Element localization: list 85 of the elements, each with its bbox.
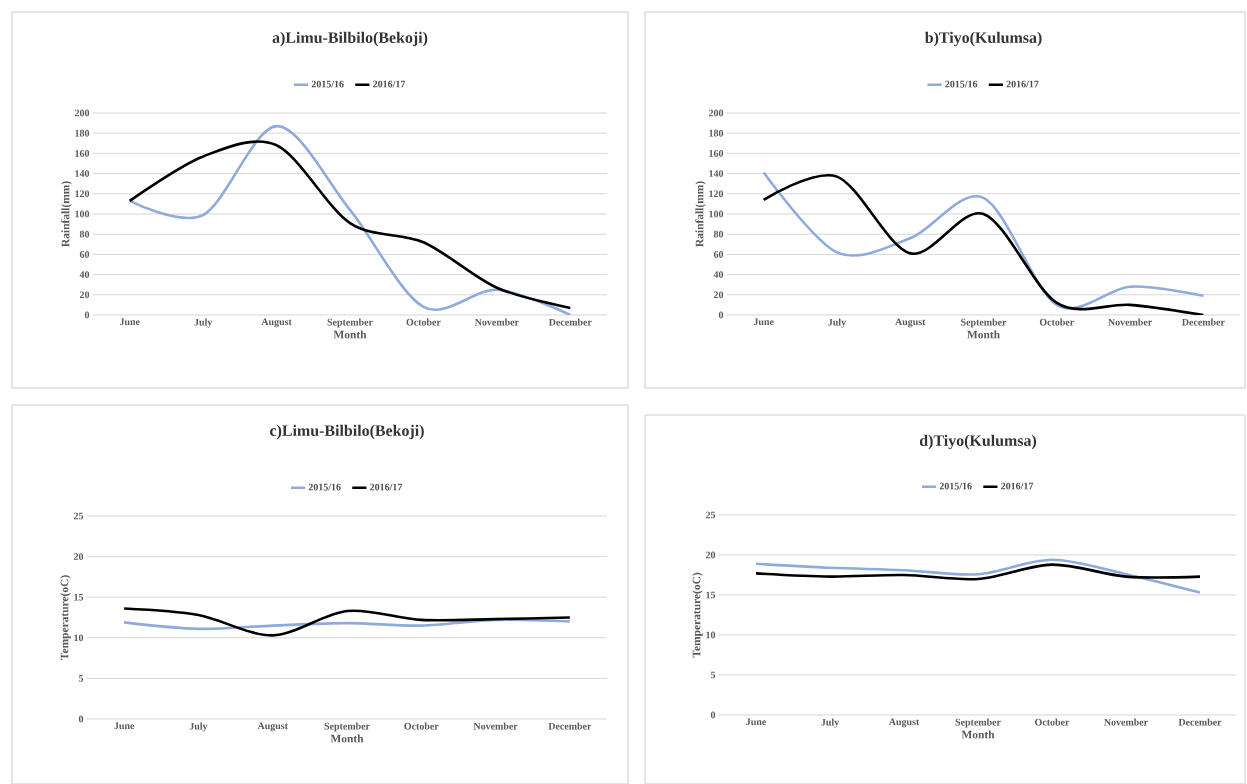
y-axis-title: Temperature(oC) — [60, 575, 71, 660]
y-tick-label: 0 — [78, 715, 84, 723]
x-tick-label: November — [1108, 318, 1152, 326]
legend-label: 2015/16 — [939, 482, 972, 490]
x-axis-title: Month — [333, 330, 367, 339]
y-tick-label: 140 — [75, 170, 90, 177]
legend-label: 2015/16 — [308, 483, 341, 491]
y-tick-label: 200 — [708, 109, 724, 117]
y-tick-label: 160 — [709, 150, 724, 157]
y-tick-label: 20 — [705, 551, 716, 559]
y-tick-label: 0 — [710, 711, 716, 719]
x-tick-label: November — [473, 722, 518, 730]
y-tick-label: 80 — [79, 230, 90, 238]
y-tick-label: 60 — [713, 251, 724, 258]
x-tick-label: July — [828, 318, 846, 328]
x-tick-label: October — [1035, 718, 1070, 726]
y-tick-label: 0 — [84, 311, 90, 319]
x-tick-label: August — [888, 718, 920, 728]
x-tick-label: December — [548, 318, 592, 326]
x-tick-label: October — [406, 318, 441, 326]
y-tick-label: 180 — [75, 129, 90, 137]
x-tick-label: September — [324, 722, 370, 732]
y-tick-label: 5 — [710, 671, 716, 679]
y-tick-label: 20 — [79, 291, 90, 299]
y-tick-label: 0 — [718, 311, 724, 319]
y-tick-label: 25 — [73, 512, 84, 520]
y-axis-title: Temperature(oC) — [692, 572, 703, 658]
x-axis-title: Month — [961, 730, 995, 739]
x-axis-title: Month — [967, 330, 1000, 339]
y-tick-label: 20 — [713, 291, 724, 299]
y-tick-label: 100 — [75, 210, 90, 218]
y-tick-label: 15 — [74, 593, 84, 601]
x-tick-label: July — [189, 722, 208, 732]
x-tick-label: August — [257, 722, 288, 732]
y-tick-label: 25 — [705, 511, 716, 519]
x-tick-label: December — [1181, 318, 1225, 326]
y-tick-label: 20 — [73, 553, 84, 560]
x-tick-label: June — [114, 722, 135, 730]
y-tick-label: 40 — [79, 271, 90, 278]
chart-title: d)Tiyo(Kulumsa) — [919, 434, 1037, 450]
y-tick-label: 10 — [706, 631, 716, 639]
legend-label: 2016/17 — [1001, 482, 1034, 490]
x-tick-label: December — [1178, 718, 1222, 726]
x-tick-label: December — [548, 722, 592, 730]
y-tick-label: 80 — [713, 230, 724, 238]
legend-label: 2016/17 — [370, 483, 403, 491]
legend-label: 2016/17 — [1006, 80, 1039, 88]
y-axis-title: Rainfall(mm) — [61, 181, 72, 247]
line-series — [122, 607, 572, 637]
x-axis-title: Month — [330, 734, 364, 743]
x-tick-label: August — [895, 318, 926, 328]
chart-title: c)Limu-Bilbilo(Bekoji) — [270, 424, 424, 440]
legend-label: 2015/16 — [311, 80, 344, 88]
chart-title: b)Tiyo(Kulumsa) — [924, 31, 1042, 47]
x-tick-label: October — [404, 722, 439, 730]
y-tick-label: 10 — [74, 634, 84, 642]
x-tick-label: August — [261, 318, 292, 328]
y-tick-label: 160 — [75, 150, 90, 157]
x-tick-label: September — [327, 318, 373, 328]
y-tick-label: 40 — [713, 271, 724, 278]
line-series — [754, 563, 1202, 581]
x-tick-label: September — [961, 318, 1007, 328]
x-tick-label: June — [746, 718, 766, 726]
y-tick-label: 140 — [709, 170, 724, 177]
y-tick-label: 60 — [79, 251, 90, 258]
legend-label: 2015/16 — [945, 80, 978, 88]
chart-title: a)Limu-Bilbilo(Bekoji) — [272, 31, 428, 47]
legend-label: 2016/17 — [373, 80, 406, 88]
x-tick-label: November — [1104, 718, 1148, 726]
y-tick-label: 120 — [709, 190, 724, 198]
x-tick-label: June — [753, 318, 774, 326]
line-series — [754, 558, 1202, 594]
x-tick-label: October — [1039, 318, 1075, 326]
y-tick-label: 15 — [706, 591, 716, 599]
y-tick-label: 100 — [709, 210, 724, 218]
x-tick-label: July — [194, 318, 213, 328]
y-tick-label: 180 — [709, 129, 724, 137]
y-axis-title: Rainfall(mm) — [695, 181, 706, 247]
y-tick-label: 5 — [78, 675, 84, 682]
x-tick-label: November — [474, 318, 519, 326]
x-tick-label: June — [119, 318, 140, 326]
y-tick-label: 120 — [75, 190, 90, 198]
x-tick-label: September — [955, 718, 1001, 728]
y-tick-label: 200 — [74, 109, 90, 117]
x-tick-label: July — [821, 718, 840, 728]
